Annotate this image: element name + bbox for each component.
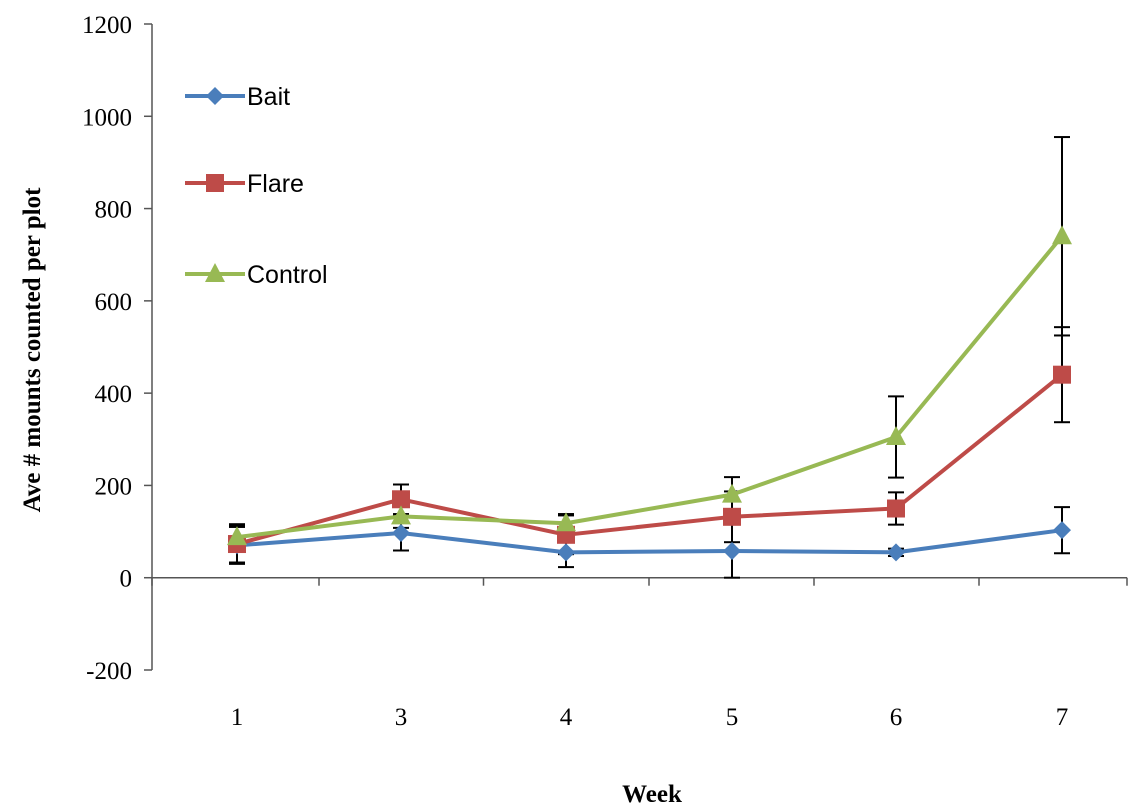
x-tick-label: 5 <box>726 704 739 731</box>
data-point-bait <box>723 541 741 560</box>
data-point-control <box>391 505 411 525</box>
y-axis-title: Ave # mounts counted per plot <box>19 187 46 512</box>
data-point-flare <box>723 507 741 526</box>
series-line-control <box>236 234 1064 540</box>
y-tick-label: -200 <box>86 658 132 685</box>
series-line-bait <box>236 528 1063 555</box>
x-axis-title: Week <box>622 781 682 808</box>
legend-marker <box>205 263 225 282</box>
data-point-control <box>722 483 742 503</box>
series-line-flare <box>236 373 1064 546</box>
y-tick-label: 1000 <box>82 104 132 131</box>
legend-marker <box>206 87 224 105</box>
x-tick-label: 1 <box>231 704 244 731</box>
legend-label: Bait <box>247 83 290 111</box>
data-point-control <box>1052 225 1072 245</box>
y-tick-label: 400 <box>95 381 133 408</box>
legend-label: Flare <box>247 170 304 198</box>
data-point-control <box>227 526 247 546</box>
data-point-bait <box>887 543 905 562</box>
data-point-bait <box>392 523 410 542</box>
data-point-control <box>886 425 906 445</box>
x-tick-label: 7 <box>1056 704 1069 731</box>
legend-marker <box>206 174 224 192</box>
data-point-flare <box>887 499 905 518</box>
x-tick-label: 6 <box>890 704 903 731</box>
x-tick-label: 4 <box>560 704 573 731</box>
y-tick-label: 0 <box>120 566 133 593</box>
data-point-flare <box>1053 365 1071 384</box>
legend-item-bait: Bait <box>185 83 290 111</box>
legend-item-control: Control <box>185 261 328 289</box>
legend-item-flare: Flare <box>185 170 304 198</box>
data-point-bait <box>1053 521 1071 540</box>
legend-label: Control <box>247 261 328 289</box>
data-point-control <box>556 512 576 532</box>
x-tick-label: 3 <box>395 704 408 731</box>
data-point-bait <box>557 543 575 562</box>
data-point-flare <box>392 490 410 509</box>
y-tick-label: 200 <box>95 473 133 500</box>
y-tick-label: 600 <box>95 289 133 316</box>
y-tick-label: 1200 <box>82 12 132 39</box>
y-tick-label: 800 <box>95 197 133 224</box>
